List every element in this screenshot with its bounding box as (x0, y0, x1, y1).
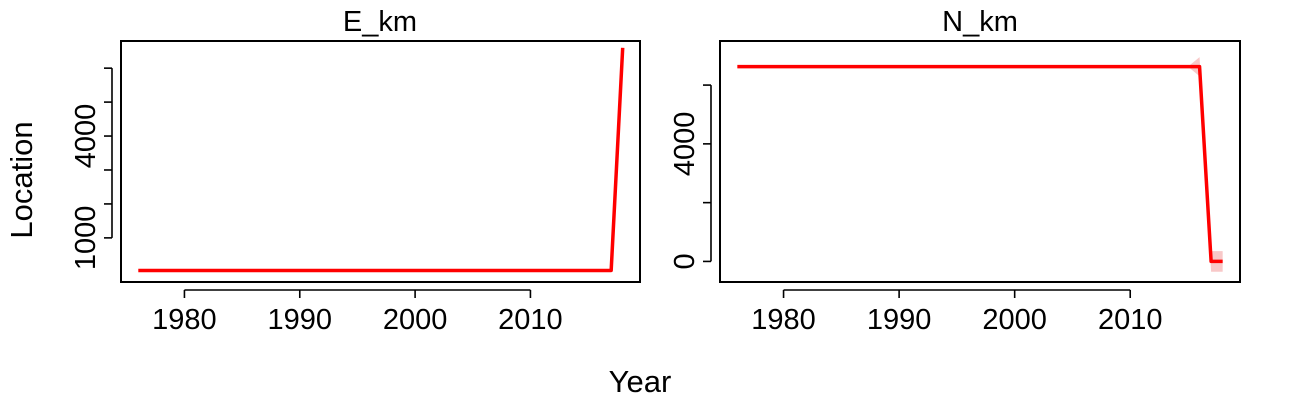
panel-title-n-km: N_km (942, 6, 1018, 38)
shared-x-axis-title: Year (609, 364, 672, 399)
y-tick-label: 4000 (70, 104, 102, 169)
plot-frame-n-km (719, 40, 1241, 283)
x-axis-e-km: 1980 1990 2000 2010 (152, 289, 563, 336)
shared-y-axis-title: Location (4, 121, 39, 238)
plot-area-n-km (737, 57, 1223, 272)
x-tick-label: 1980 (751, 304, 816, 336)
x-tick-label: 2010 (498, 304, 563, 336)
panel-title-e-km: E_km (343, 6, 417, 38)
x-tick-label: 1990 (867, 304, 932, 336)
plot-frame-e-km (120, 40, 641, 283)
series-line (737, 64, 1223, 264)
y-axis-n-km: 0 4000 (669, 84, 712, 269)
y-tick-label: 4000 (669, 112, 701, 177)
x-tick-label: 1980 (152, 304, 217, 336)
panel-e-km: E_km 1000 4000 1980 1990 2000 2010 (70, 6, 641, 336)
y-axis-e-km: 1000 4000 (70, 67, 113, 271)
series-line (138, 47, 625, 273)
x-tick-label: 1990 (268, 304, 333, 336)
y-tick-label: 1000 (70, 206, 102, 271)
x-tick-label: 2000 (383, 304, 448, 336)
x-tick-label: 2000 (982, 304, 1047, 336)
y-tick-label: 0 (669, 253, 701, 269)
x-axis-n-km: 1980 1990 2000 2010 (751, 289, 1163, 336)
x-tick-label: 2010 (1098, 304, 1163, 336)
plot-area-e-km (138, 47, 625, 273)
panel-n-km: N_km 0 4000 1980 1990 2000 2010 (669, 6, 1241, 336)
